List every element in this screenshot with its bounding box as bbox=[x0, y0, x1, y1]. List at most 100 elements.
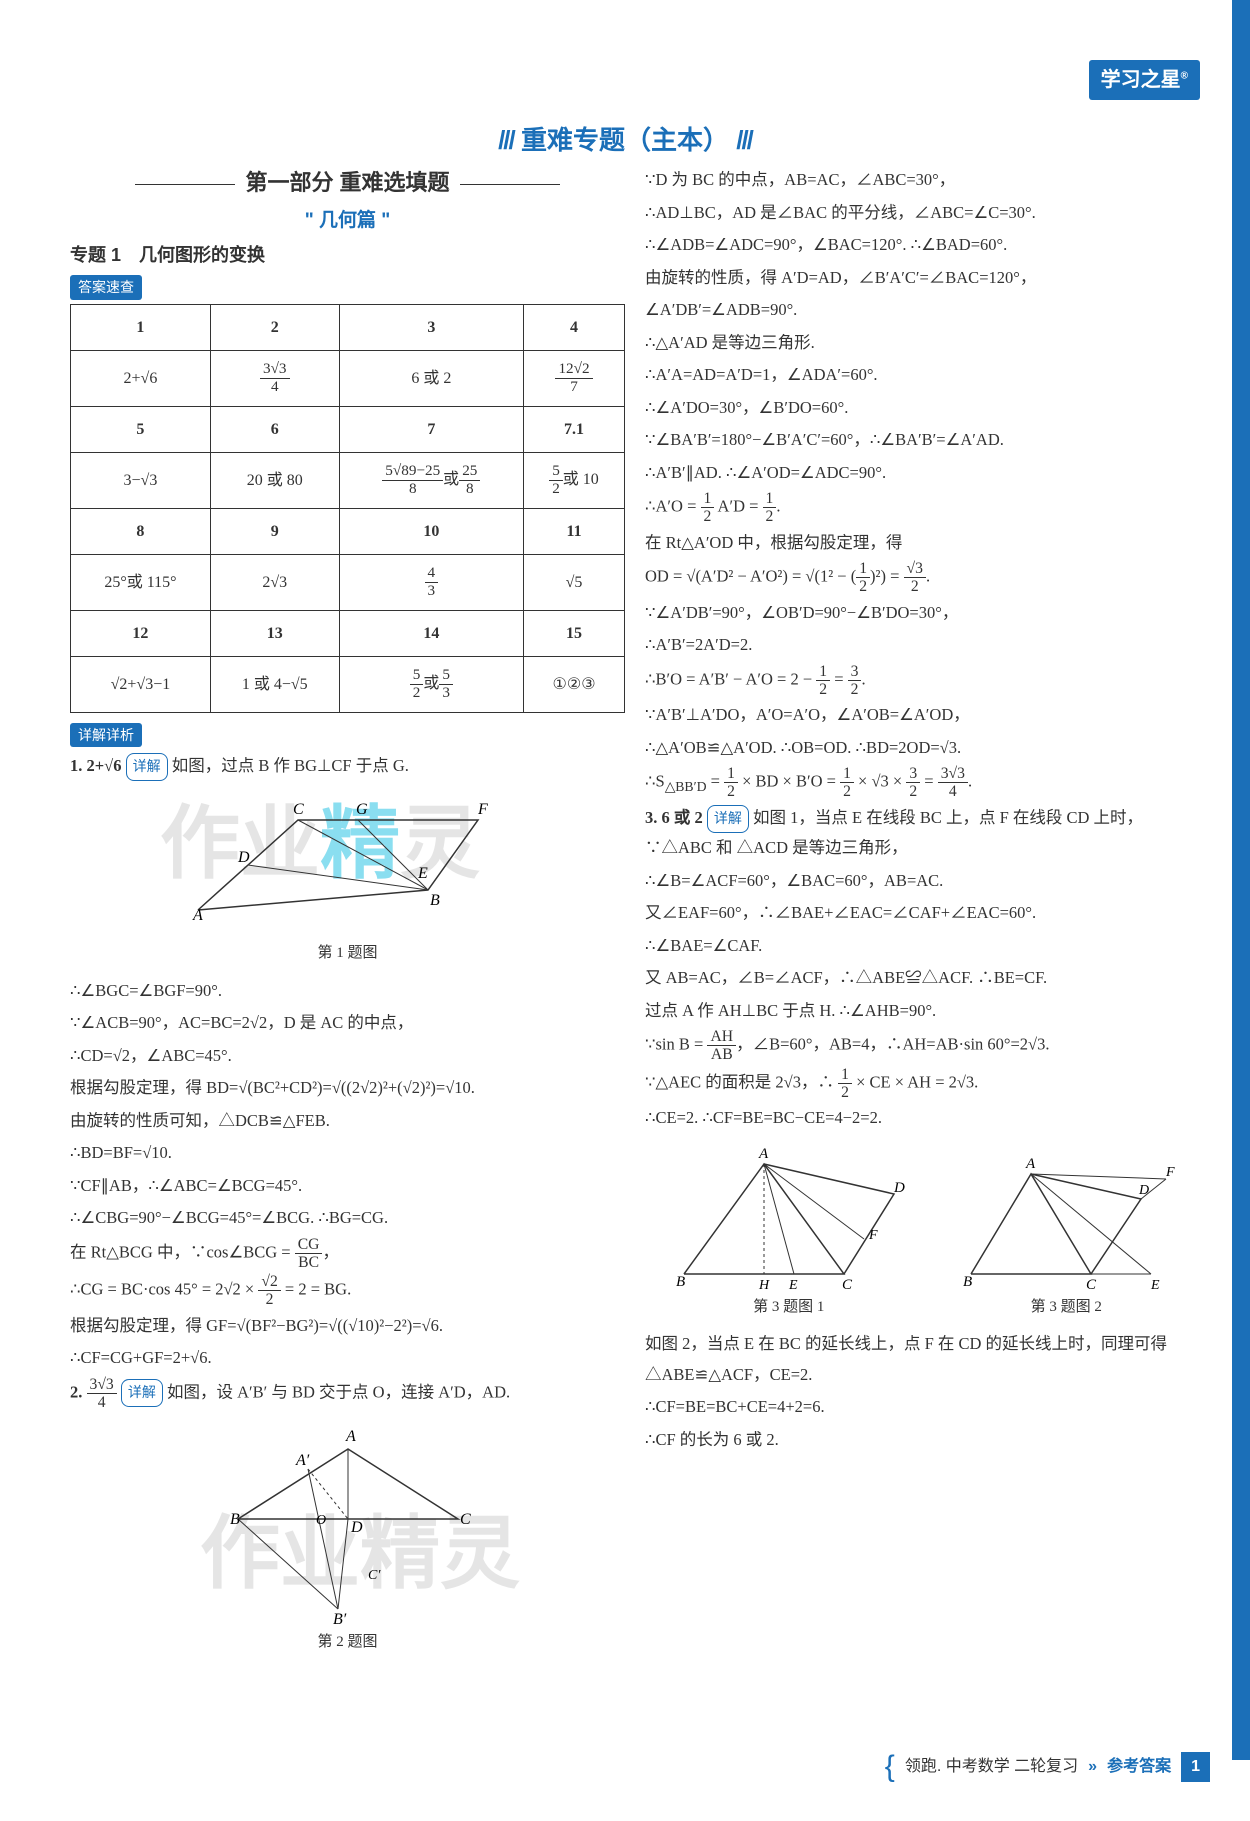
solution-3: 3. 6 或 2 详解 如图 1，当点 E 在线段 BC 上，点 F 在线段 C… bbox=[645, 803, 1200, 1456]
p: 过点 A 作 AH⊥BC 于点 H. ∴∠AHB=90°. bbox=[645, 996, 1200, 1027]
fig3-2-caption: 第 3 题图 2 bbox=[951, 1294, 1181, 1322]
th: 1 bbox=[71, 304, 211, 351]
svg-text:B: B bbox=[676, 1274, 685, 1290]
p: ∴B′O = A′B′ − A′O = 2 − 12 = 32. bbox=[645, 663, 1200, 698]
svg-text:F: F bbox=[1165, 1165, 1175, 1180]
svg-text:B: B bbox=[230, 1511, 240, 1528]
p: ∴CD=√2，∠ABC=45°. bbox=[70, 1041, 625, 1072]
p: ∴CG = BC·cos 45° = 2√2 × √22 = 2 = BG. bbox=[70, 1273, 625, 1308]
td: √5 bbox=[524, 555, 625, 610]
td: 12√27 bbox=[524, 351, 625, 406]
td: 5√89−258或258 bbox=[339, 453, 523, 508]
p: ∵CF∥AB，∴∠ABC=∠BCG=45°. bbox=[70, 1171, 625, 1202]
pill-detail: 详解详析 bbox=[70, 723, 142, 747]
svg-text:B: B bbox=[963, 1274, 972, 1290]
page-title-text: 重难专题（主本） bbox=[521, 125, 729, 155]
fig1-caption: 第 1 题图 bbox=[70, 940, 625, 968]
sol1-intro: 如图，过点 B 作 BG⊥CF 于点 G. bbox=[172, 756, 409, 775]
topic-heading: 专题 1 几何图形的变换 bbox=[70, 241, 625, 270]
p: ∠A′DB′=∠ADB=90°. bbox=[645, 295, 1200, 326]
td: ①②③ bbox=[524, 657, 625, 712]
p: ∴CF=CG+GF=2+√6. bbox=[70, 1343, 625, 1374]
svg-text:O: O bbox=[316, 1513, 326, 1528]
p: ∴∠CBG=90°−∠BCG=45°=∠BCG. ∴BG=CG. bbox=[70, 1203, 625, 1234]
brace-icon: { bbox=[885, 1743, 895, 1791]
td: 6 或 2 bbox=[339, 351, 523, 406]
td: 3−√3 bbox=[71, 453, 211, 508]
fig3-1-caption: 第 3 题图 1 bbox=[664, 1294, 914, 1322]
svg-text:C: C bbox=[293, 801, 304, 818]
p: 如图 2，当点 E 在 BC 的延长线上，点 F 在 CD 的延长线上时，同理可… bbox=[645, 1329, 1200, 1390]
th: 7 bbox=[339, 406, 523, 453]
th: 13 bbox=[210, 610, 339, 657]
p: ∴△A′OB≌△A′OD. ∴OB=OD. ∴BD=2OD=√3. bbox=[645, 733, 1200, 764]
footer-text-2: 参考答案 bbox=[1107, 1754, 1171, 1780]
sol1-lead: 1. 2+√6 bbox=[70, 756, 121, 775]
figure-2: B C A A′ D O B′ C′ 第 2 题图 bbox=[70, 1419, 625, 1657]
td: 2+√6 bbox=[71, 351, 211, 406]
td: 1 或 4−√5 bbox=[210, 657, 339, 712]
th: 8 bbox=[71, 508, 211, 555]
svg-text:A: A bbox=[1025, 1156, 1036, 1172]
p: ∴S△BB′D = 12 × BD × B′O = 12 × √3 × 32 =… bbox=[645, 765, 1200, 800]
brand-logo: 学习之星® bbox=[1089, 60, 1200, 100]
svg-text:F: F bbox=[477, 801, 488, 818]
figure-2-svg: B C A A′ D O B′ C′ bbox=[208, 1419, 488, 1629]
p: ∴CF 的长为 6 或 2. bbox=[645, 1425, 1200, 1456]
p: ∴CE=2. ∴CF=BE=BC−CE=4−2=2. bbox=[645, 1103, 1200, 1134]
th: 12 bbox=[71, 610, 211, 657]
p: 由旋转的性质可知，△DCB≌△FEB. bbox=[70, 1106, 625, 1137]
p: ∴∠BAE=∠CAF. bbox=[645, 931, 1200, 962]
svg-text:C: C bbox=[1086, 1277, 1097, 1293]
p: 又∠EAF=60°，∴∠BAE+∠EAC=∠CAF+∠EAC=60°. bbox=[645, 898, 1200, 929]
pill-quick-answers: 答案速查 bbox=[70, 275, 142, 299]
svg-text:A: A bbox=[345, 1428, 356, 1445]
svg-text:C: C bbox=[842, 1277, 853, 1293]
svg-text:H: H bbox=[758, 1278, 770, 1293]
p: ∴A′O = 12 A′D = 12. bbox=[645, 490, 1200, 525]
p: ∴∠BGC=∠BGF=90°. bbox=[70, 976, 625, 1007]
right-column: ∵D 为 BC 的中点，AB=AC，∠ABC=30°， ∴AD⊥BC，AD 是∠… bbox=[645, 165, 1200, 1665]
p: ∵A′B′⊥A′DO，A′O=A′O，∠A′OB=∠A′OD， bbox=[645, 700, 1200, 731]
p: ∴A′B′∥AD. ∴∠A′OD=∠ADC=90°. bbox=[645, 458, 1200, 489]
svg-text:C′: C′ bbox=[368, 1568, 381, 1583]
fig2-caption: 第 2 题图 bbox=[70, 1629, 625, 1657]
td: √2+√3−1 bbox=[71, 657, 211, 712]
svg-text:D: D bbox=[350, 1519, 363, 1536]
solution-1: 1. 2+√6 详解 如图，过点 B 作 BG⊥CF 于点 G. A C G F… bbox=[70, 751, 625, 1373]
svg-text:C: C bbox=[460, 1511, 471, 1528]
page-footer: { 领跑. 中考数学 二轮复习 » 参考答案 1 bbox=[885, 1743, 1210, 1791]
figure-3-2-svg: A B C D E F bbox=[951, 1154, 1181, 1294]
sol2-intro: 如图，设 A′B′ 与 BD 交于点 O，连接 A′D，AD. bbox=[167, 1382, 510, 1401]
th: 5 bbox=[71, 406, 211, 453]
svg-text:A: A bbox=[758, 1146, 769, 1162]
slash-left: /// bbox=[498, 125, 514, 155]
svg-text:D: D bbox=[893, 1180, 905, 1196]
p: 根据勾股定理，得 GF=√(BF²−BG²)=√((√10)²−2²)=√6. bbox=[70, 1311, 625, 1342]
p: ∵D 为 BC 的中点，AB=AC，∠ABC=30°， bbox=[645, 165, 1200, 196]
th: 14 bbox=[339, 610, 523, 657]
svg-text:E: E bbox=[417, 865, 428, 882]
p: ∵∠ACB=90°，AC=BC=2√2，D 是 AC 的中点， bbox=[70, 1008, 625, 1039]
th: 6 bbox=[210, 406, 339, 453]
th: 10 bbox=[339, 508, 523, 555]
p: 在 Rt△BCG 中，∵cos∠BCG = CGBC， bbox=[70, 1236, 625, 1271]
svg-text:E: E bbox=[788, 1278, 798, 1293]
th: 15 bbox=[524, 610, 625, 657]
svg-text:G: G bbox=[356, 801, 368, 818]
left-column: 第一部分 重难选填题 " 几何篇 " 专题 1 几何图形的变换 答案速查 123… bbox=[70, 165, 625, 1665]
figure-3-2: A B C D E F 第 3 题图 2 bbox=[951, 1154, 1181, 1322]
p: 又 AB=AC，∠B=∠ACF，∴△ABE≌△ACF. ∴BE=CF. bbox=[645, 963, 1200, 994]
svg-text:D: D bbox=[237, 849, 250, 866]
td: 3√34 bbox=[210, 351, 339, 406]
solution-2-left: 2. 3√34 详解 如图，设 A′B′ 与 BD 交于点 O，连接 A′D，A… bbox=[70, 1376, 625, 1657]
answer-table: 1234 2+√6 3√34 6 或 2 12√27 5677.1 3−√3 2… bbox=[70, 304, 625, 713]
td: 25°或 115° bbox=[71, 555, 211, 610]
p: ∵sin B = AHAB，∠B=60°，AB=4，∴AH=AB·sin 60°… bbox=[645, 1028, 1200, 1063]
figure-3-1: A B C D E H F 第 3 题图 1 bbox=[664, 1144, 914, 1322]
td: 52或 10 bbox=[524, 453, 625, 508]
th: 3 bbox=[339, 304, 523, 351]
svg-text:A: A bbox=[192, 907, 203, 924]
subsection-text: 几何篇 bbox=[319, 210, 376, 231]
td: 43 bbox=[339, 555, 523, 610]
